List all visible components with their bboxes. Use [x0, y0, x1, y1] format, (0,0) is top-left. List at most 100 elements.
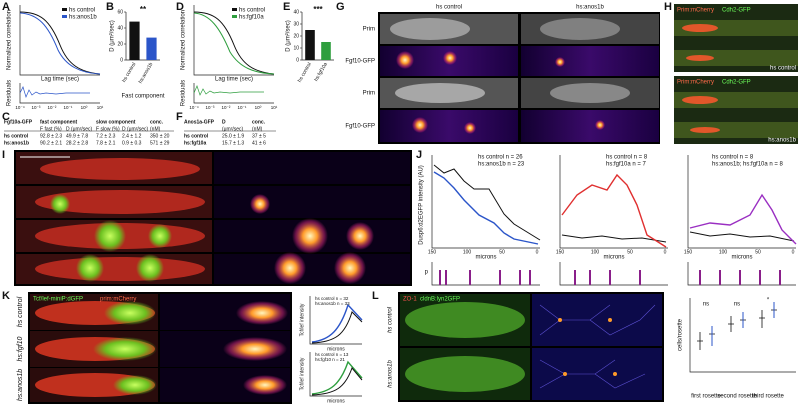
axis: [689, 298, 796, 373]
table-cell: (nM): [150, 126, 161, 132]
legend-label: hs:fgf10a: [239, 15, 264, 21]
channel-label: Tcf/lef-miniP:dGFP: [33, 297, 83, 303]
tissue: [35, 257, 205, 281]
channel-label: Cdh2-GFP: [722, 80, 751, 86]
x-tick-label: 150: [684, 249, 693, 255]
table-cell: hs control: [184, 133, 209, 139]
residuals: [193, 85, 264, 96]
panel-d: hs control hs:fgf10a Normalized correlat…: [181, 5, 275, 106]
signal: [396, 51, 414, 69]
panel-a: hs control hs:anos1b Normalized correlat…: [7, 5, 101, 106]
legend-label: hs:anos1b: [69, 15, 97, 21]
signal: [76, 254, 104, 282]
y-tick-label: 60: [117, 9, 123, 15]
row-label: hs:anos1b: [768, 138, 796, 144]
residuals: [19, 86, 90, 99]
signal: [148, 224, 172, 248]
x-tick-label: 10⁻⁴: [15, 105, 24, 110]
significance: ns: [703, 302, 709, 308]
signal: [346, 222, 374, 250]
x-tick-label: hs:anos1b: [138, 61, 155, 84]
signal: [50, 194, 70, 214]
axis-label: microns: [731, 255, 752, 261]
x-tick-label: 0: [536, 249, 539, 255]
x-tick-label: 100: [591, 249, 600, 255]
axis: [19, 83, 100, 104]
table-cell: F fast (%): [40, 126, 62, 132]
x-tick-label: 10¹: [97, 105, 104, 110]
signal: [136, 254, 164, 282]
signal: [595, 120, 605, 130]
panel-label: B: [106, 1, 114, 13]
row-label: Fgf10-GFP: [345, 124, 375, 130]
row-label: Fgf10-GFP: [345, 59, 375, 65]
table-cell: 0.9 ± 0.3: [122, 140, 142, 146]
rosette-center: [608, 318, 612, 322]
y-tick-label: 0: [120, 57, 123, 63]
axis: [19, 5, 100, 76]
table-cell: 15.7 ± 1.3: [222, 140, 244, 146]
curve: [311, 367, 363, 396]
legend-label: hs:anos1b n = 23: [478, 162, 525, 168]
axis-label: Tcf/lef intensity: [299, 357, 305, 390]
curve: [311, 311, 363, 344]
x-tick-label: 0: [664, 249, 667, 255]
panel-label: I: [2, 149, 5, 161]
panel-label: G: [336, 1, 345, 13]
table-cell: 2.4 ± 1.2: [122, 133, 142, 139]
table-cell: slow component: [96, 119, 136, 125]
tissue: [674, 20, 798, 36]
x-tick-label: 10⁻³: [32, 105, 41, 110]
tissue: [405, 302, 525, 338]
signal: [412, 117, 428, 133]
table-cell: 37 ± 5: [252, 133, 266, 139]
panel-label: H: [664, 1, 672, 13]
table-cell: 7.2 ± 2.3: [96, 133, 116, 139]
table-cell: (μm²/sec): [222, 126, 244, 132]
axis-label: microns: [603, 255, 624, 261]
panel-g: hs control hs:anos1b Prim Fgf10-GFP Prim…: [345, 5, 660, 144]
y-tick-label: 10: [293, 45, 299, 51]
channel-label: prim:mCherry: [100, 297, 136, 303]
image: [521, 46, 659, 76]
curve: [193, 11, 275, 75]
panel-label: D: [176, 1, 184, 13]
axis-label: Tcf/lef intensity: [299, 303, 305, 336]
bar: [129, 21, 140, 61]
axis-label: cells/rosette: [678, 318, 684, 351]
table-cell: fast component: [40, 119, 78, 125]
signal: [236, 301, 288, 325]
tissue: [674, 50, 798, 66]
row-label: hs:anos1b: [388, 360, 394, 388]
axis: [559, 155, 668, 249]
significance: *: [767, 298, 770, 304]
panel-labels: A B C D E F G H I J K L: [2, 1, 672, 302]
signal: [690, 127, 720, 133]
signal: [250, 194, 270, 214]
panel-label: L: [372, 290, 379, 302]
x-tick-label: 50: [499, 249, 505, 255]
axis: [193, 83, 274, 104]
channel-label: cldnB:lyn2GFP: [420, 297, 460, 303]
table-cell: Anos1a-GFP: [184, 119, 215, 125]
table-cell: 25.0 ± 1.9: [222, 133, 244, 139]
axis-label: Normalized correlation: [181, 10, 187, 70]
p-values: [439, 270, 781, 285]
row-label: hs control: [17, 296, 24, 327]
x-tick-label: 10⁻²: [48, 105, 57, 110]
y-tick-label: 40: [293, 9, 299, 15]
significance: ***: [313, 5, 323, 14]
legend-swatch: [62, 15, 67, 18]
table-cell: 49.9 ± 7.8: [66, 133, 88, 139]
x-tick-label: hs control: [297, 62, 313, 84]
tissue: [550, 83, 630, 103]
signal: [223, 337, 287, 361]
axis: [309, 296, 362, 345]
signal: [686, 55, 714, 61]
x-tick-label: 10⁻²: [222, 105, 231, 110]
rosette-center: [558, 318, 562, 322]
signal: [682, 24, 718, 32]
axis-label: D (μm²/sec): [110, 20, 116, 51]
error-bars: [711, 302, 775, 346]
x-tick-label: hs:fgf10a: [313, 61, 329, 82]
